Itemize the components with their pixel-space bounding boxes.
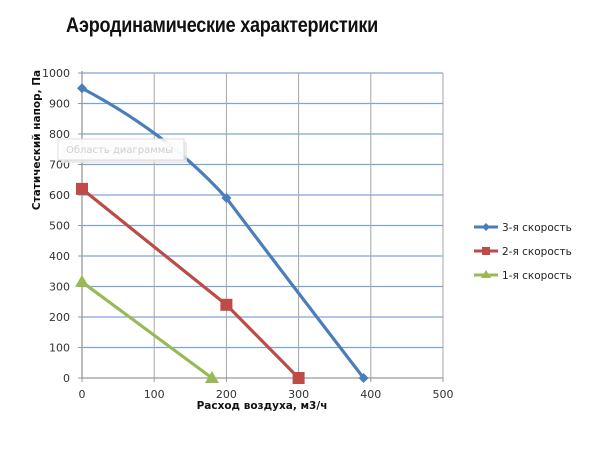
x-tick-label: 100 [144,388,165,401]
legend-item: 1-я скорость [474,270,572,282]
y-tick-label: 100 [49,342,70,355]
legend: 3-я скорость 2-я скорость 1-я скорость [474,222,572,282]
y-tick-label: 400 [49,250,70,263]
y-tick-label: 600 [49,189,70,202]
data-series [75,83,369,384]
chart-area-tooltip: Область диаграммы [57,138,187,163]
y-tick-label: 500 [49,220,70,233]
legend-item: 2-я скорость [474,246,572,258]
x-tick-label: 0 [79,388,86,401]
y-tick-label: 1000 [42,67,70,80]
x-axis-label: Расход воздуха, м3/ч [197,400,328,412]
y-tick-label: 0 [63,372,70,385]
y-tick-label: 900 [49,98,70,111]
legend-label: 3-я скорость [502,222,572,234]
y-tick-label: 800 [49,128,70,141]
x-tick-label: 500 [433,388,454,401]
series-1-speed [75,274,219,383]
gridlines [82,72,444,378]
legend-label: 2-я скорость [502,246,572,258]
series-3-speed [77,83,369,383]
series-2-speed [76,182,305,384]
x-tick-label: 200 [216,388,237,401]
y-tick-label: 200 [49,311,70,324]
axes [78,71,444,382]
y-axis-label: Статический напор, Па [31,70,43,210]
legend-item: 3-я скорость [474,222,572,234]
x-tick-label: 400 [360,388,381,401]
legend-label: 1-я скорость [502,270,572,282]
svg-text:Область диаграммы: Область диаграммы [66,145,173,156]
y-tick-label: 300 [49,281,70,294]
chart-title: Аэродинамические характеристики [66,14,378,37]
x-tick-label: 300 [288,388,309,401]
